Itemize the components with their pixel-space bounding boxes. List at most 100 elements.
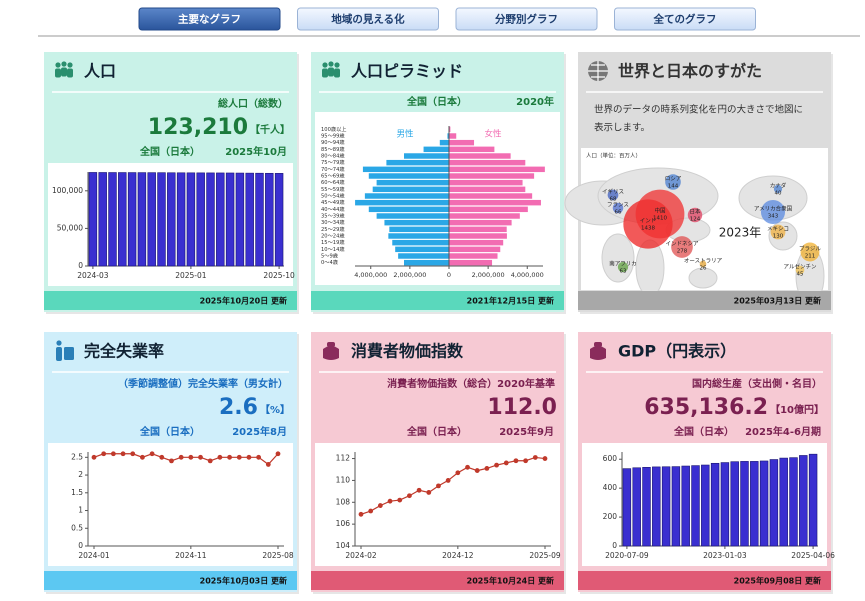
age-label: 0～4歳 — [321, 258, 338, 266]
tab-label[interactable]: 全てのグラフ — [653, 13, 717, 26]
bar — [730, 461, 739, 547]
bar — [808, 453, 818, 547]
pyramid-bar — [449, 139, 475, 146]
pyramid-bar — [368, 173, 449, 179]
x-tick-label: 2023-01-03 — [703, 551, 747, 560]
bar — [137, 172, 147, 267]
point — [513, 458, 519, 464]
y-tick-label: 0 — [78, 261, 83, 270]
tab-label[interactable]: 地域の見える化 — [331, 13, 405, 26]
icon — [56, 340, 62, 346]
age-label: 80～84歳 — [321, 152, 345, 160]
bubble — [687, 207, 703, 223]
point — [455, 470, 461, 476]
bubble-name: アルゼンチン — [784, 263, 817, 271]
bubble-value: 278 — [677, 249, 688, 255]
pyramid-bar — [449, 179, 523, 186]
bar — [720, 462, 730, 547]
point — [178, 454, 184, 460]
x-tick-label: 2025-08 — [262, 551, 294, 560]
bubble — [665, 174, 681, 190]
bubble-value: 1410 — [653, 216, 667, 222]
point — [110, 451, 116, 457]
bar — [255, 172, 264, 267]
bubble-value: 343 — [768, 214, 779, 220]
point — [91, 454, 97, 460]
y-tick-label: 2 — [78, 470, 83, 479]
pyramid-bar — [395, 246, 449, 253]
y-tick-label: 200 — [603, 512, 618, 521]
tab-label[interactable]: 主要なグラフ — [178, 13, 241, 26]
bubble — [617, 261, 629, 273]
icon — [55, 68, 61, 78]
point — [436, 483, 441, 489]
bar — [176, 172, 186, 267]
y-tick-label: 50,000 — [57, 223, 83, 232]
point — [542, 456, 548, 461]
bar — [691, 465, 700, 547]
pyramid-bar — [449, 206, 528, 213]
subtitle: 国内総生産（支出側・名目） — [692, 377, 822, 390]
pyramid-bar — [364, 193, 449, 199]
point — [198, 454, 203, 460]
big-value: 2.6 — [219, 395, 258, 420]
bubble-name: イギリス — [602, 189, 624, 196]
bar — [652, 466, 661, 547]
period: 2025年10月 — [225, 145, 287, 158]
bar — [167, 172, 176, 267]
x-tick-label: 2025-09 — [529, 551, 561, 560]
point — [130, 451, 136, 457]
tab[interactable] — [138, 7, 281, 31]
subtitle: 総人口（総数） — [218, 97, 288, 110]
icon — [322, 68, 328, 78]
tab[interactable] — [614, 7, 756, 31]
y-tick-label: 600 — [603, 454, 618, 463]
y-tick-label: 0 — [612, 541, 617, 550]
pyramid-bar — [449, 199, 541, 206]
bar — [118, 172, 127, 267]
tab-label[interactable]: 分野別グラフ — [495, 13, 558, 26]
y-tick-label: 1.5 — [71, 488, 83, 497]
bar — [274, 173, 284, 267]
updated: 2025年10月20日 更新 — [200, 296, 287, 306]
unit: 【%】 — [260, 403, 290, 416]
unit: 【10億円】 — [770, 403, 824, 416]
pyramid-bar — [449, 133, 457, 139]
x-tick-label: 2024-11 — [175, 551, 207, 560]
pyramid-bar — [449, 186, 526, 193]
x-tick-label: 4,000,000 — [511, 271, 544, 279]
bar — [769, 459, 779, 547]
x-tick-label: 2024-03 — [77, 271, 109, 280]
bar — [225, 172, 235, 267]
x-tick-label: 2020-07-09 — [605, 551, 649, 560]
pyramid-bar — [447, 133, 449, 139]
point — [416, 487, 422, 493]
point — [217, 454, 223, 460]
tab[interactable] — [297, 7, 439, 31]
icon — [323, 346, 339, 360]
age-label: 10～14歳 — [321, 245, 345, 253]
age-label: 30～34歳 — [321, 218, 345, 226]
bubble-value: 130 — [773, 234, 784, 240]
point — [140, 454, 145, 460]
pyramid-bar — [398, 253, 449, 259]
point — [159, 454, 165, 460]
point — [445, 478, 451, 483]
bar — [147, 172, 156, 267]
map-legend: 人口（単位：百万人） — [586, 152, 641, 160]
point — [207, 458, 213, 464]
pyramid-bar — [355, 199, 449, 206]
subtitle: （季節調整値）完全失業率（男女計） — [118, 377, 288, 390]
bar — [779, 457, 788, 547]
bubble-name: カナダ — [770, 182, 787, 190]
tab[interactable] — [455, 7, 598, 31]
updated: 2025年10月24日 更新 — [467, 576, 554, 586]
point — [265, 462, 271, 467]
bar — [622, 468, 632, 547]
pyramid-bar — [362, 166, 449, 173]
pyramid-bar — [449, 259, 493, 266]
point — [503, 460, 509, 466]
bar — [671, 466, 681, 547]
card-footer — [578, 571, 831, 590]
